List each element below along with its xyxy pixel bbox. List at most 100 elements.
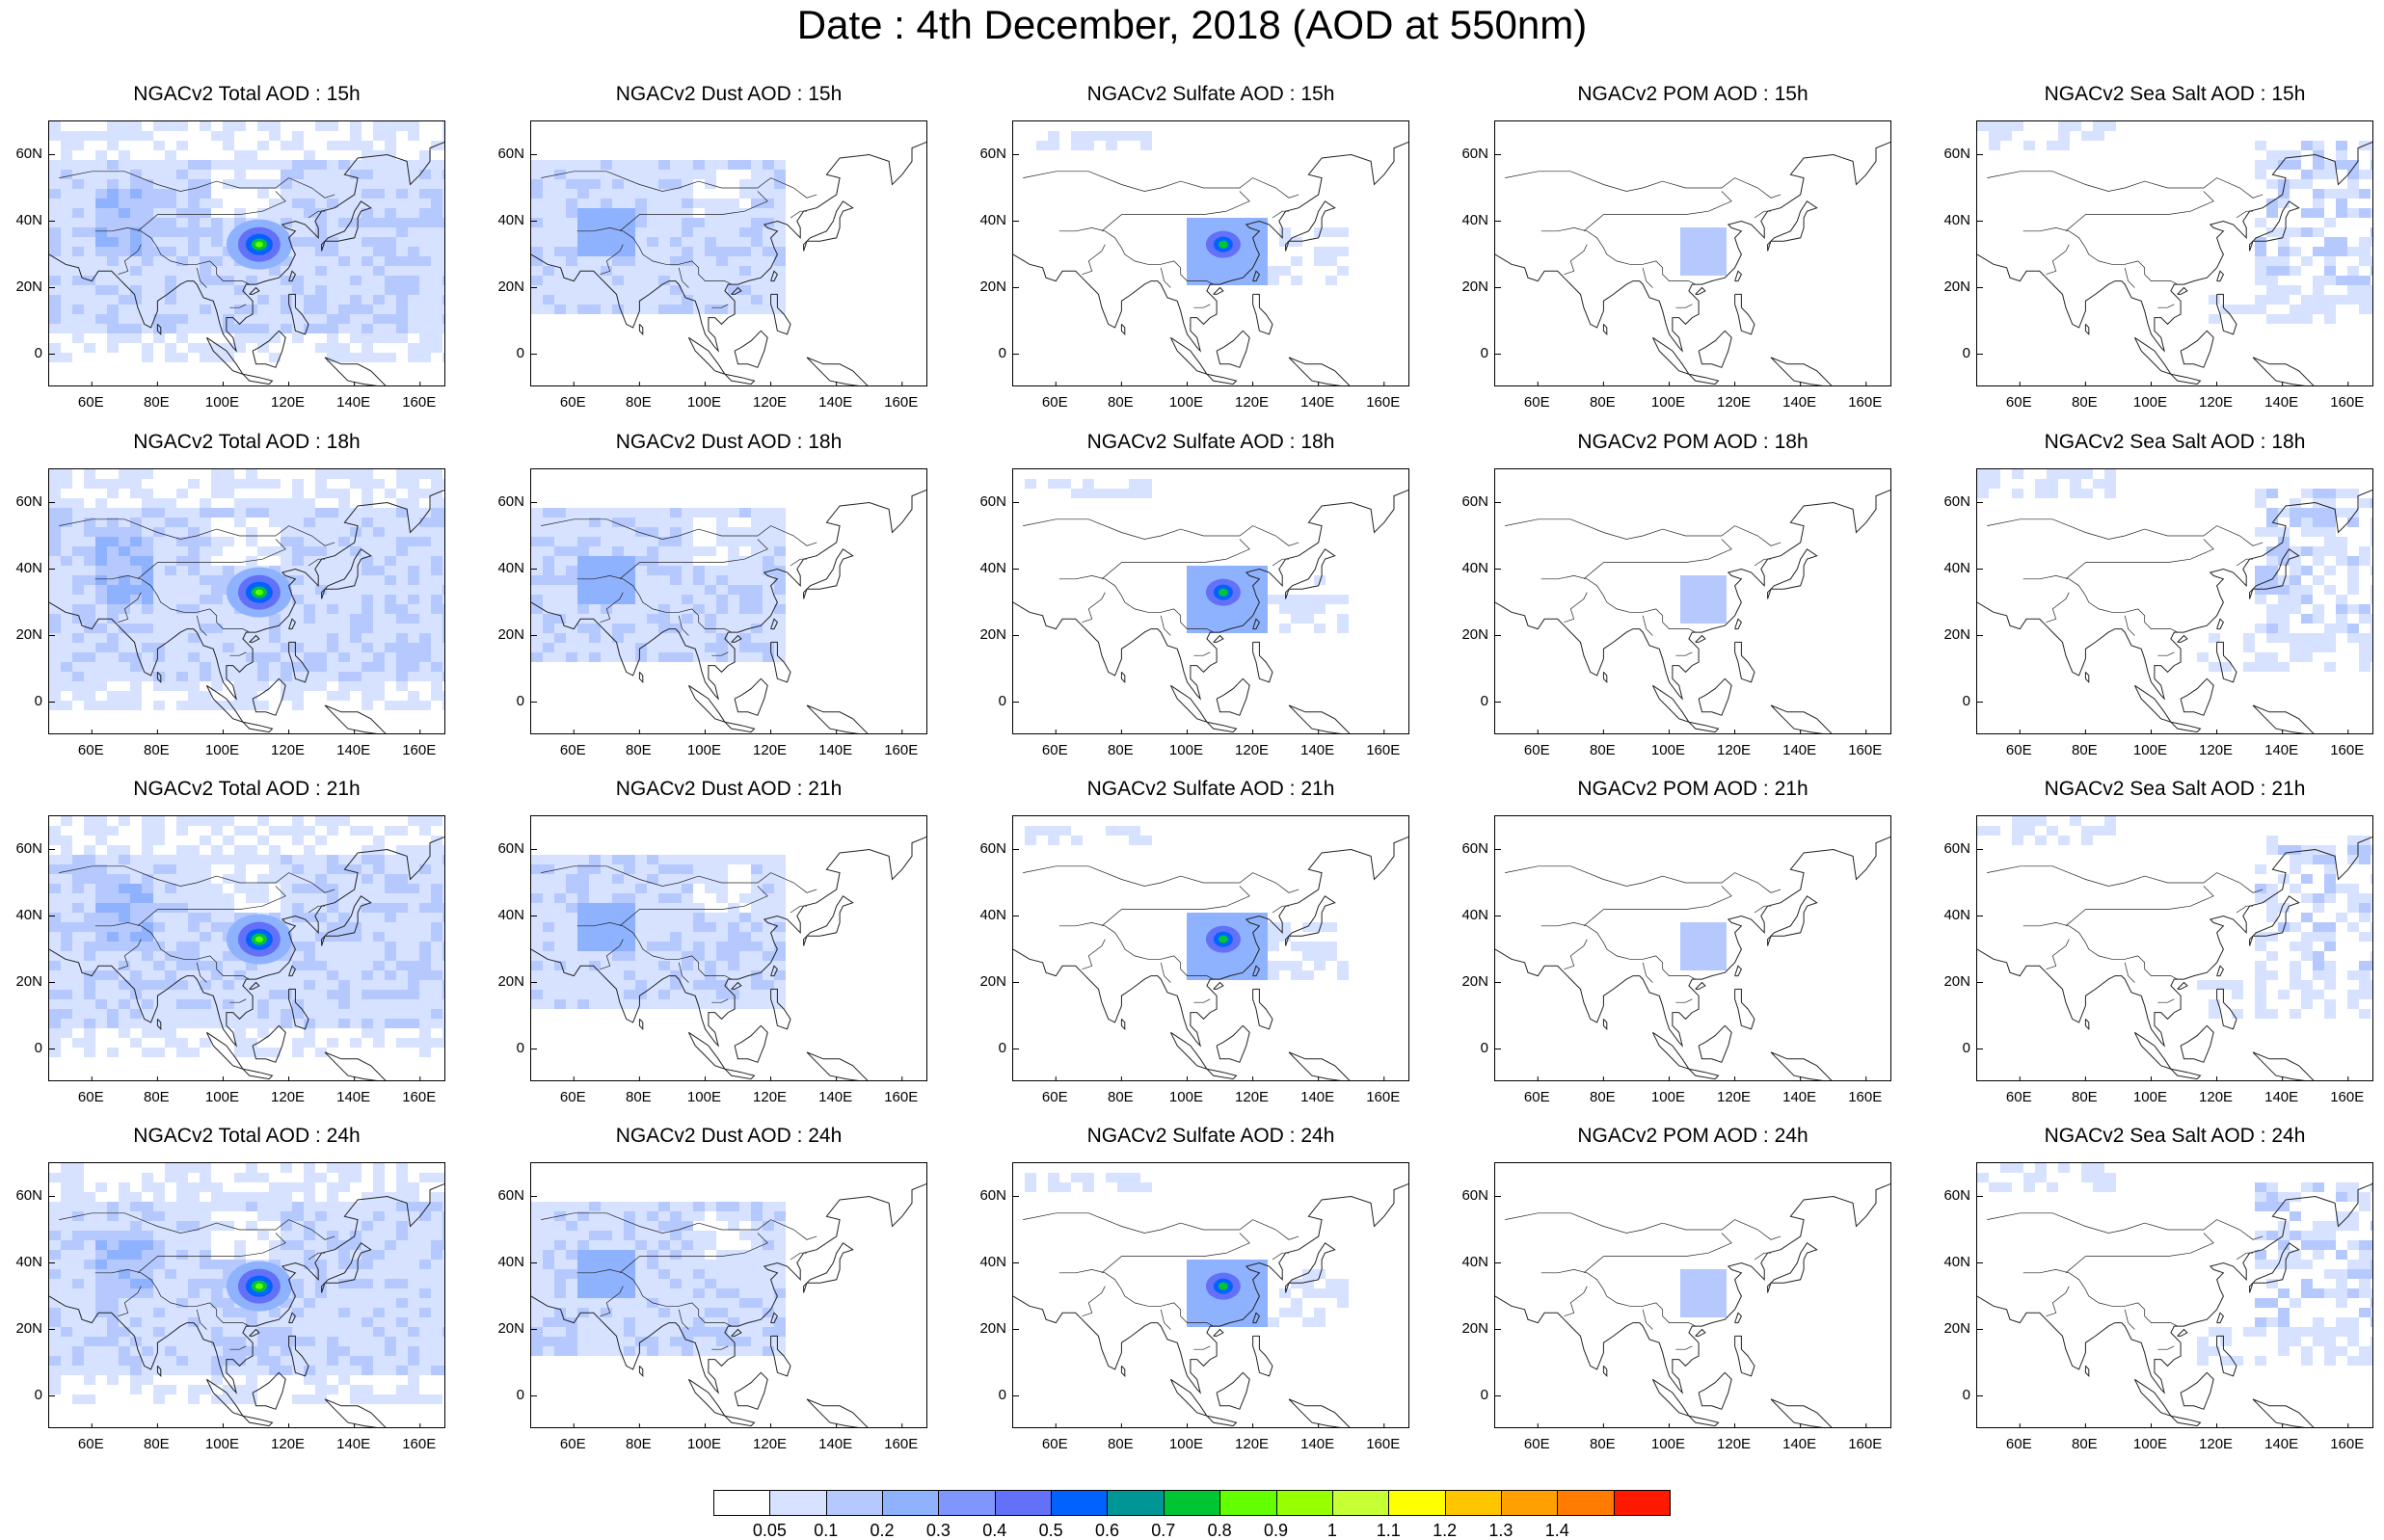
dust-aod-cell xyxy=(635,266,647,276)
total-aod-cell xyxy=(408,546,419,556)
total-aod-cell xyxy=(211,1279,223,1288)
total-aod-cell xyxy=(49,1269,61,1279)
seasalt-aod-cell xyxy=(2324,624,2336,633)
seasalt-aod-cell xyxy=(2347,999,2359,1009)
total-aod-cell xyxy=(188,643,200,652)
total-aod-cell xyxy=(153,701,165,710)
total-aod-cell xyxy=(362,1269,373,1279)
total-aod-cell xyxy=(246,498,257,508)
total-aod-cell xyxy=(72,1288,84,1298)
total-aod-cell xyxy=(431,333,442,343)
dust-aod-cell xyxy=(705,508,716,518)
total-aod-cell xyxy=(130,479,142,489)
sulfate-aod-cell xyxy=(1129,836,1140,845)
seasalt-aod-cell xyxy=(2047,489,2058,498)
dust-aod-cell xyxy=(589,160,601,170)
dust-aod-cell xyxy=(728,913,739,922)
dust-aod-cell xyxy=(693,942,705,951)
total-aod-cell xyxy=(234,479,246,489)
total-aod-cell xyxy=(165,1009,176,1019)
pom-aod-cell xyxy=(1703,614,1715,624)
total-aod-cell xyxy=(153,826,165,836)
total-aod-cell xyxy=(257,1173,269,1182)
total-aod-cell xyxy=(350,324,362,333)
dust-aod-cell xyxy=(739,160,751,170)
total-aod-cell xyxy=(292,1260,304,1269)
dust-aod-cell xyxy=(774,556,786,566)
dust-aod-cell xyxy=(716,643,728,652)
total-aod-cell xyxy=(281,826,292,836)
total-aod-cell xyxy=(188,343,200,353)
seasalt-aod-cell xyxy=(2359,893,2371,903)
coastline xyxy=(1170,685,1207,722)
total-aod-cell xyxy=(350,1173,362,1182)
pom-aod-cell xyxy=(1680,266,1692,276)
seasalt-aod-cell xyxy=(2359,903,2371,913)
total-aod-cell xyxy=(72,633,84,643)
total-aod-cell xyxy=(142,643,153,652)
dust-aod-cell xyxy=(589,527,601,537)
seasalt-aod-cell xyxy=(2301,643,2313,652)
map-frame xyxy=(530,815,927,1081)
dust-aod-cell xyxy=(647,556,658,566)
sulfate-aod-cell xyxy=(1198,624,1210,633)
total-aod-cell xyxy=(373,227,385,237)
total-aod-cell xyxy=(292,131,304,141)
total-aod-cell xyxy=(304,672,315,681)
total-aod-cell xyxy=(408,160,419,170)
total-aod-cell xyxy=(304,595,315,604)
total-aod-cell xyxy=(176,999,188,1009)
seasalt-aod-cell xyxy=(2301,489,2313,498)
seasalt-aod-cell xyxy=(2023,816,2035,826)
total-aod-cell xyxy=(315,1173,327,1182)
total-aod-cell xyxy=(130,324,142,333)
seasalt-aod-cell xyxy=(2278,633,2290,643)
total-aod-cell xyxy=(350,469,362,479)
seasalt-aod-cell xyxy=(2359,189,2371,199)
total-aod-cell xyxy=(408,1231,419,1240)
seasalt-aod-cell xyxy=(2336,624,2347,633)
dust-aod-cell xyxy=(543,199,554,208)
dust-aod-cell xyxy=(635,256,647,266)
sulfate-aod-cell xyxy=(1268,942,1279,951)
sulfate-aod-cell xyxy=(1326,922,1337,932)
seasalt-aod-cell xyxy=(2324,266,2336,276)
dust-aod-cell xyxy=(624,980,635,990)
total-aod-cell xyxy=(419,1009,431,1019)
seasalt-aod-cell xyxy=(2266,546,2278,556)
seasalt-aod-cell xyxy=(2371,256,2373,266)
seasalt-aod-cell xyxy=(2243,633,2255,643)
total-aod-cell xyxy=(49,237,61,247)
coastline xyxy=(2178,636,2187,643)
country-border xyxy=(2237,559,2253,566)
sulfate-aod-cell xyxy=(1048,479,1059,489)
total-aod-cell xyxy=(304,942,315,951)
total-aod-cell xyxy=(130,662,142,672)
seasalt-aod-cell xyxy=(2347,247,2359,256)
total-aod-cell xyxy=(362,1260,373,1269)
total-aod-cell xyxy=(246,479,257,489)
total-aod-cell xyxy=(442,951,445,961)
total-aod-cell xyxy=(211,932,223,942)
total-aod-cell xyxy=(408,816,419,826)
total-aod-cell xyxy=(49,836,61,845)
total-aod-cell xyxy=(304,961,315,970)
total-aod-cell xyxy=(362,199,373,208)
total-aod-cell xyxy=(165,305,176,314)
total-aod-cell xyxy=(315,247,327,256)
seasalt-aod-cell xyxy=(2047,469,2058,479)
dust-aod-cell xyxy=(531,556,543,566)
seasalt-aod-cell xyxy=(2313,160,2324,170)
dust-aod-cell xyxy=(705,652,716,662)
seasalt-aod-cell xyxy=(2255,932,2266,942)
total-aod-cell xyxy=(292,199,304,208)
panel-title: NGACv2 Sulfate AOD : 18h xyxy=(1012,430,1409,455)
total-aod-cell xyxy=(119,537,130,546)
pom-aod-cell xyxy=(1692,256,1703,266)
dust-aod-cell xyxy=(705,980,716,990)
dust-aod-cell xyxy=(635,546,647,556)
total-aod-cell xyxy=(362,614,373,624)
country-border xyxy=(1161,268,1170,288)
total-aod-cell xyxy=(408,305,419,314)
total-aod-cell xyxy=(385,131,396,141)
